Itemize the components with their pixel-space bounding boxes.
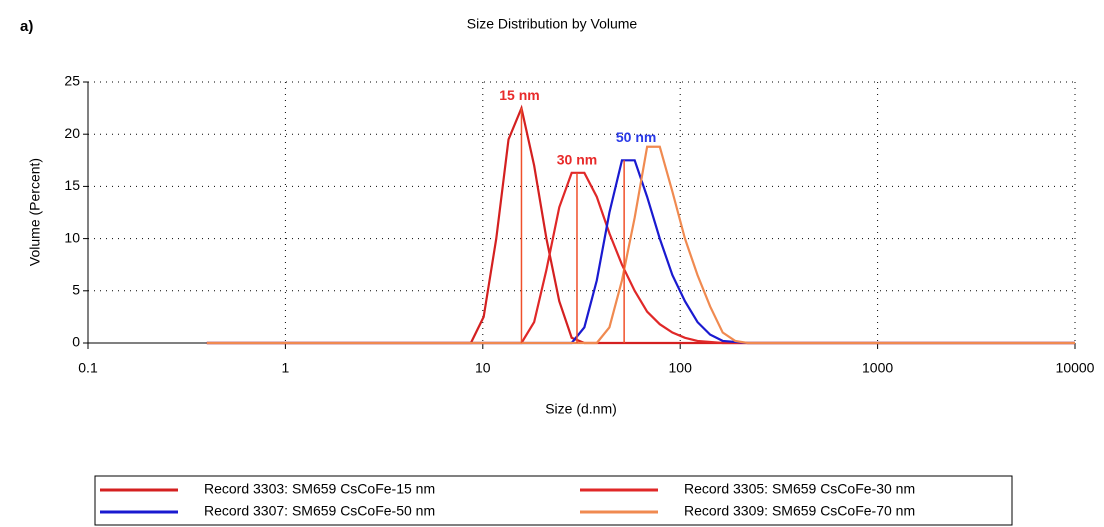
x-tick-label: 100 bbox=[669, 360, 693, 376]
y-tick-label: 5 bbox=[72, 282, 80, 298]
peak-label: 15 nm bbox=[499, 87, 539, 103]
panel-label: a) bbox=[20, 18, 33, 35]
legend-label: Record 3309: SM659 CsCoFe-70 nm bbox=[684, 503, 915, 519]
y-axis-label: Volume (Percent) bbox=[27, 158, 43, 266]
chart-title: Size Distribution by Volume bbox=[467, 16, 638, 32]
x-tick-label: 10 bbox=[475, 360, 491, 376]
x-axis-label: Size (d.nm) bbox=[545, 401, 617, 417]
x-tick-label: 0.1 bbox=[78, 360, 98, 376]
series-line bbox=[206, 159, 1075, 345]
x-tick-label: 10000 bbox=[1056, 360, 1095, 376]
x-tick-label: 1000 bbox=[862, 360, 893, 376]
peak-label: 30 nm bbox=[557, 152, 597, 168]
y-tick-label: 0 bbox=[72, 334, 80, 350]
y-tick-label: 15 bbox=[64, 177, 80, 193]
series-line bbox=[206, 171, 1075, 345]
y-tick-label: 10 bbox=[64, 229, 80, 245]
peak-label: 50 nm bbox=[616, 129, 656, 145]
x-tick-label: 1 bbox=[282, 360, 290, 376]
legend-box bbox=[94, 475, 1013, 526]
legend-label: Record 3305: SM659 CsCoFe-30 nm bbox=[684, 481, 915, 497]
legend-label: Record 3303: SM659 CsCoFe-15 nm bbox=[204, 481, 435, 497]
y-tick-label: 20 bbox=[64, 125, 80, 141]
y-tick-label: 25 bbox=[64, 73, 80, 89]
legend-label: Record 3307: SM659 CsCoFe-50 nm bbox=[204, 503, 435, 519]
series-line bbox=[206, 145, 1075, 345]
